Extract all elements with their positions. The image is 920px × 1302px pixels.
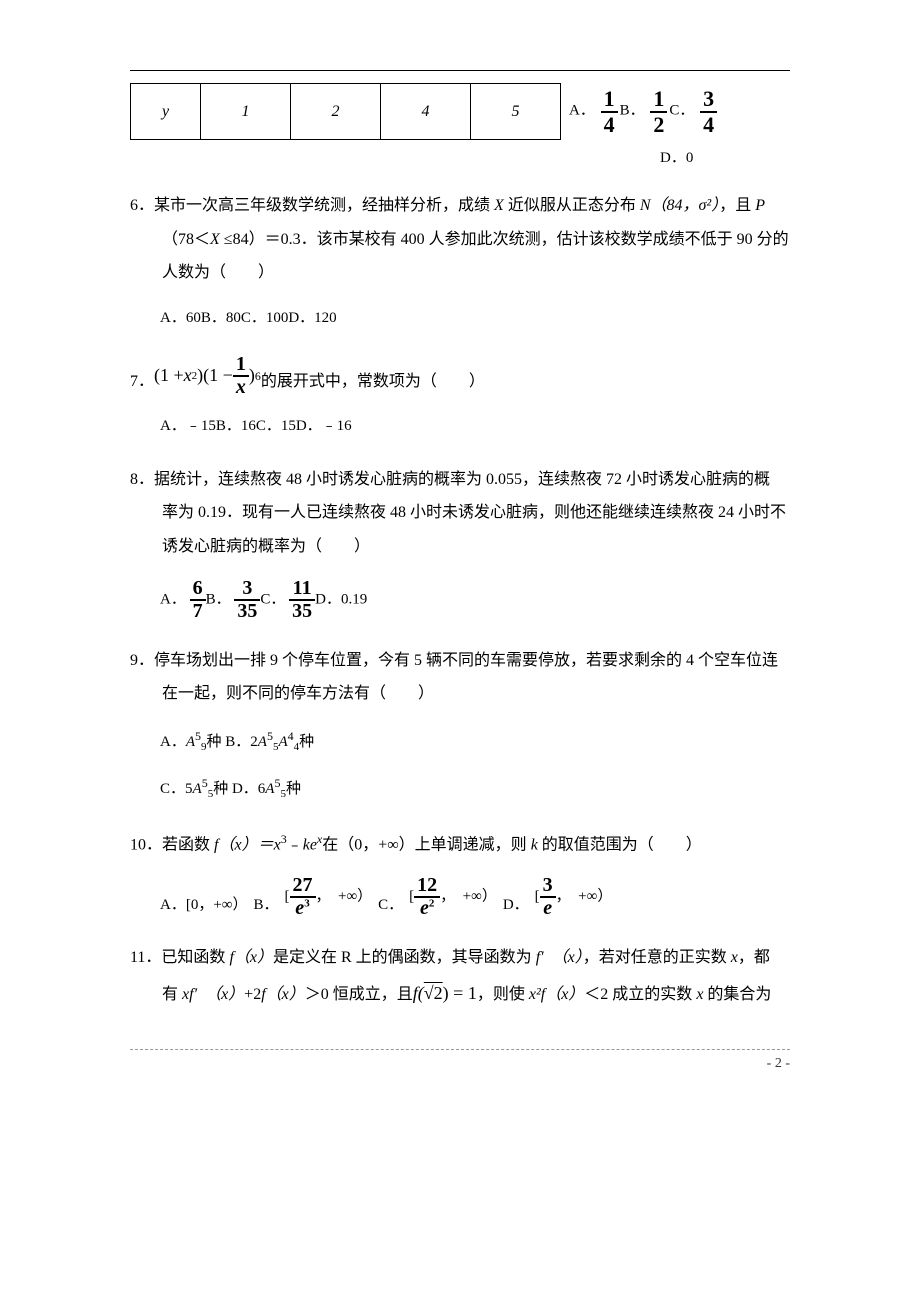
page: y 1 2 4 5 A． 1 4 B． 1 2 C． 3 4 D．0 6 — [0, 0, 920, 1102]
table-cell: 5 — [471, 84, 561, 140]
frac-6-7: 67 — [190, 578, 206, 622]
question-7: 7． (1 + x2)(1 − 1 x )6 的展开式中，常数项为（ ） — [130, 354, 790, 398]
q9-line1: 停车场划出一排 9 个停车位置，今有 5 辆不同的车需要停放，若要求剩余的 4 … — [154, 652, 778, 669]
frac-1-4: 1 4 — [601, 87, 618, 135]
q8-answers: A． 67B． 335C． 1135D．0.19 — [160, 578, 790, 622]
q10-choice-c: [12e2， +∞） — [409, 875, 497, 919]
choice-b-label: B． — [620, 103, 645, 119]
q10-t1: 若函数 — [162, 836, 214, 853]
q9-number: 9． — [130, 652, 154, 669]
q6-text3: ，且 — [719, 197, 755, 214]
question-10: 10．若函数 f（x）＝x3﹣kex在（0，+∞）上单调递减，则 k 的取值范围… — [130, 827, 790, 862]
table-cell: 4 — [381, 84, 471, 140]
table-cell: 1 — [201, 84, 291, 140]
frac-11-35: 1135 — [289, 578, 315, 622]
question-6: 6．某市一次高三年级数学统测，经抽样分析，成绩 X 近似服从正态分布 N（84，… — [130, 189, 790, 290]
q10-choice-b: [27e3， +∞） — [285, 875, 373, 919]
table-cell: y — [131, 84, 201, 140]
question-11: 11．已知函数 f（x）是定义在 R 上的偶函数，其导函数为 f′ （x），若对… — [130, 941, 790, 1012]
q6-dist: N（84，σ²） — [640, 197, 719, 214]
q11-line2: 有 xf′ （x）+2f（x）＞0 恒成立，且f(√2) = 1，则使 x²f（… — [130, 975, 790, 1013]
frac-3-35: 335 — [234, 578, 260, 622]
q5-table: y 1 2 4 5 — [130, 83, 561, 140]
q6-x: X — [494, 197, 508, 214]
q5-choice-d: D．0 — [660, 146, 790, 167]
q10-number: 10． — [130, 836, 162, 853]
q11-number: 11． — [130, 949, 161, 966]
q6-text2: 近似服从正态分布 — [508, 197, 640, 214]
q7-tail: 的展开式中，常数项为（ ） — [261, 365, 485, 399]
q8-line2: 率为 0.19．现有一人已连续熬夜 48 小时未诱发心脏病，则他还能继续连续熬夜… — [130, 496, 790, 530]
q11-fsqrt2: f(√2) = 1 — [413, 983, 477, 1003]
q6-line3: 人数为（ ） — [130, 256, 790, 290]
frac-3-4: 3 4 — [700, 87, 717, 135]
question-8: 8．据统计，连续熬夜 48 小时诱发心脏病的概率为 0.055，连续熬夜 72 … — [130, 463, 790, 564]
q10-answers: A．[0，+∞） B． [27e3， +∞） C． [12e2， +∞） D． … — [160, 875, 790, 919]
q6-text: 某市一次高三年级数学统测，经抽样分析，成绩 — [154, 197, 494, 214]
q8-line1: 据统计，连续熬夜 48 小时诱发心脏病的概率为 0.055，连续熬夜 72 小时… — [154, 471, 770, 488]
q7-number: 7． — [130, 365, 154, 399]
frac-1-over-x: 1 x — [233, 354, 249, 398]
q7-expression: (1 + x2)(1 − 1 x )6 — [154, 354, 261, 398]
top-rule — [130, 70, 790, 71]
frac-1-2: 1 2 — [650, 87, 667, 135]
q8-line3: 诱发心脏病的概率为（ ） — [130, 530, 790, 564]
q9-answers-cd: C．5A55种 D．6A55种 — [160, 772, 790, 805]
q6-number: 6． — [130, 197, 154, 214]
q9-answers-ab: A．A59种 B．2A55A44种 — [160, 725, 790, 758]
table-cell: 2 — [291, 84, 381, 140]
q6-p: P — [755, 197, 765, 214]
q10-choice-d: [3e， +∞） — [535, 875, 613, 919]
q7-answers: A．﹣15B．16C．15D．﹣16 — [160, 412, 790, 441]
choice-a-label: A． — [569, 103, 595, 119]
q8-number: 8． — [130, 471, 154, 488]
q9-line2: 在一起，则不同的停车方法有（ ） — [130, 677, 790, 711]
q5-table-block: y 1 2 4 5 A． 1 4 B． 1 2 C． 3 4 — [130, 83, 790, 140]
q6-answers: A．60B．80C．100D．120 — [160, 304, 790, 333]
table-row: y 1 2 4 5 — [131, 84, 561, 140]
q6-line2: （78＜X ≤84）＝0.3．该市某校有 400 人参加此次统测，估计该校数学成… — [130, 223, 790, 257]
page-number: - 2 - — [130, 1049, 790, 1072]
q5-choices-abc: A． 1 4 B． 1 2 C． 3 4 — [569, 87, 719, 135]
choice-c-label: C． — [669, 103, 694, 119]
question-9: 9．停车场划出一排 9 个停车位置，今有 5 辆不同的车需要停放，若要求剩余的 … — [130, 644, 790, 711]
